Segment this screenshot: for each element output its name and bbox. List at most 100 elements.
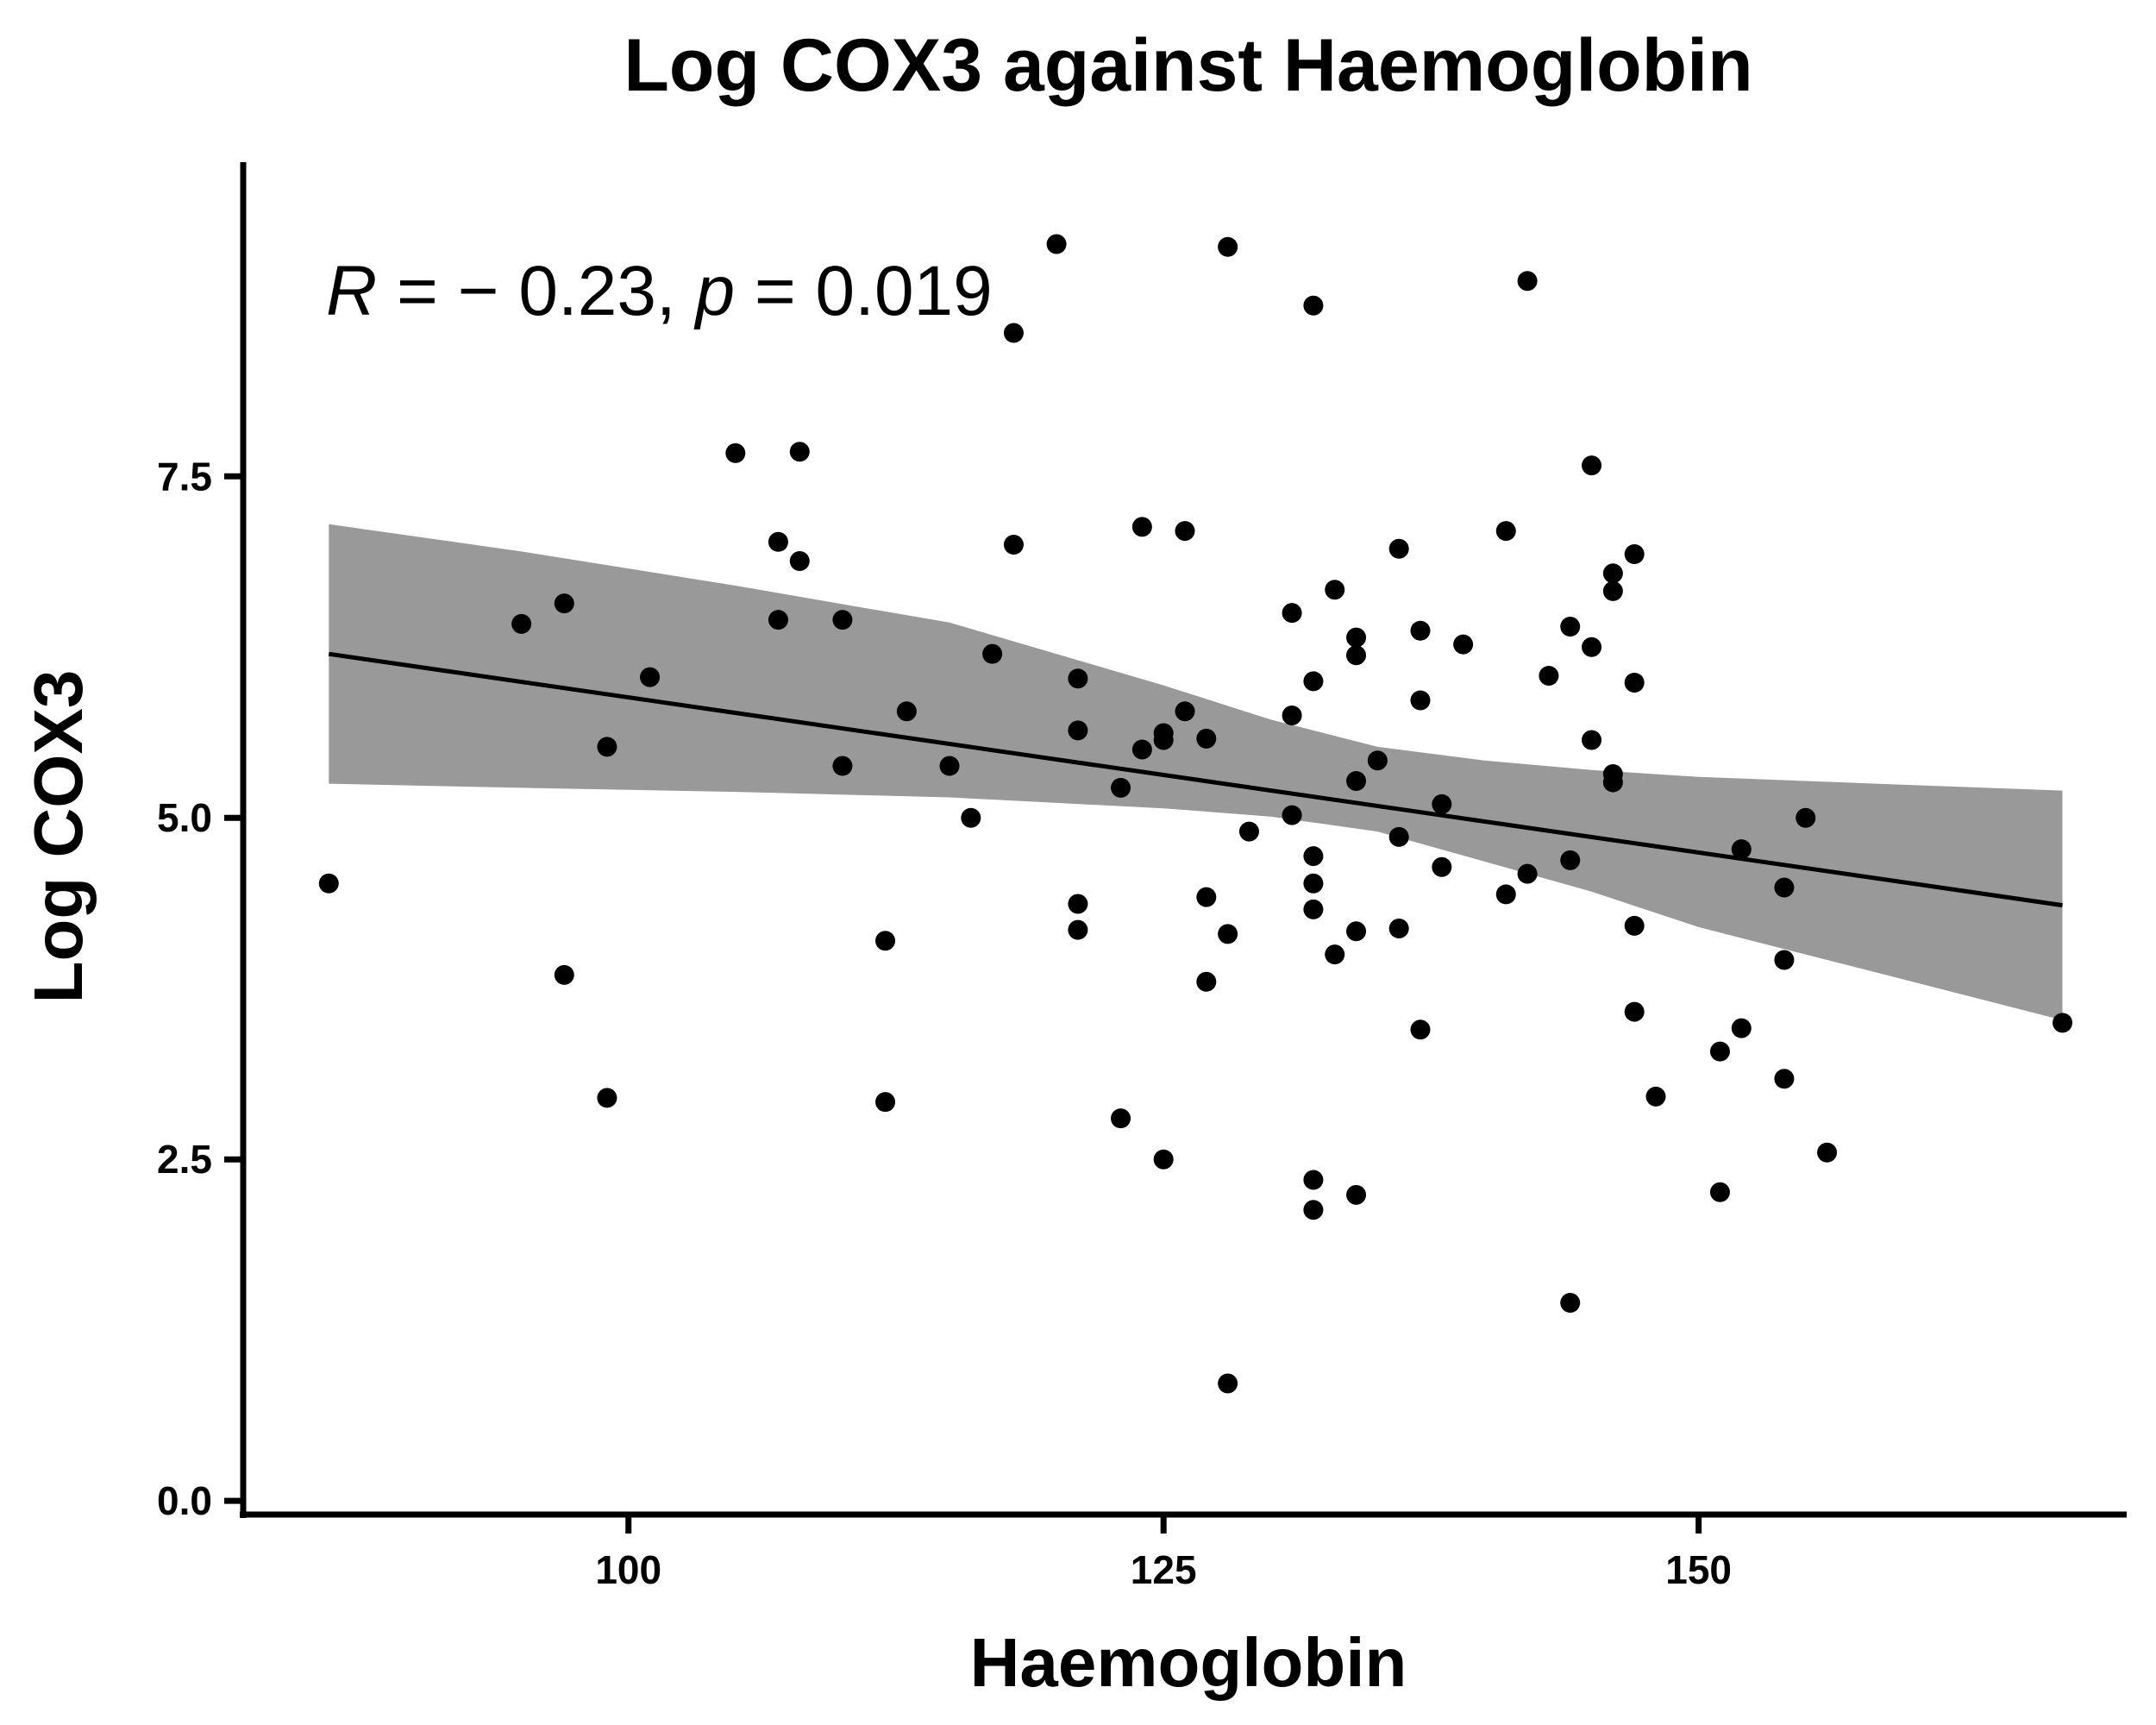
data-point bbox=[597, 737, 617, 757]
confidence-band bbox=[329, 524, 2063, 1020]
data-point bbox=[1817, 1142, 1838, 1163]
data-point bbox=[1068, 894, 1088, 914]
correlation-annotation: R = − 0.23, p = 0.019 bbox=[326, 252, 993, 330]
data-point bbox=[1068, 720, 1088, 741]
data-point bbox=[1388, 826, 1409, 847]
data-point bbox=[1153, 730, 1174, 750]
data-point bbox=[725, 442, 746, 463]
data-point bbox=[1410, 690, 1431, 711]
data-point bbox=[1517, 863, 1538, 884]
data-point bbox=[1303, 899, 1324, 919]
plot-area bbox=[318, 234, 2073, 1394]
data-point bbox=[1645, 1086, 1666, 1107]
data-point bbox=[1410, 1019, 1431, 1040]
data-point bbox=[1303, 873, 1324, 894]
data-point bbox=[1774, 1069, 1795, 1089]
data-point bbox=[1196, 728, 1217, 749]
data-point bbox=[1709, 1182, 1730, 1202]
x-axis-title: Haemoglobin bbox=[970, 1624, 1407, 1701]
data-point bbox=[1495, 884, 1516, 905]
p-symbol: p bbox=[693, 252, 736, 330]
data-point bbox=[1303, 295, 1324, 316]
data-point bbox=[1003, 534, 1024, 555]
data-point bbox=[1388, 919, 1409, 939]
data-point bbox=[1432, 794, 1452, 814]
data-point bbox=[1731, 839, 1752, 860]
data-point bbox=[1131, 739, 1152, 760]
data-point bbox=[1453, 634, 1474, 655]
data-point bbox=[1602, 580, 1623, 601]
data-points bbox=[318, 234, 2073, 1394]
data-point bbox=[1175, 521, 1195, 542]
data-point bbox=[1432, 856, 1452, 877]
data-point bbox=[1346, 645, 1367, 666]
data-point bbox=[554, 593, 574, 614]
data-point bbox=[1303, 1170, 1324, 1190]
data-point bbox=[832, 756, 853, 776]
data-point bbox=[832, 610, 853, 630]
x-tick-label: 125 bbox=[1131, 1547, 1197, 1592]
y-tick-label: 7.5 bbox=[157, 454, 212, 499]
data-point bbox=[1602, 772, 1623, 793]
data-point bbox=[1238, 821, 1259, 842]
data-point bbox=[318, 873, 339, 894]
y-tick-label: 5.0 bbox=[157, 795, 212, 840]
data-point bbox=[875, 1092, 896, 1113]
data-point bbox=[961, 807, 981, 828]
data-point bbox=[789, 442, 810, 462]
data-point bbox=[1560, 617, 1581, 637]
data-point bbox=[1282, 705, 1302, 725]
data-point bbox=[1539, 666, 1559, 687]
data-point bbox=[1582, 637, 1602, 657]
data-point bbox=[1410, 620, 1431, 641]
x-axis-ticks: 100 125 150 bbox=[595, 1515, 1732, 1592]
data-point bbox=[1131, 517, 1152, 537]
data-point bbox=[982, 643, 1003, 664]
data-point bbox=[1624, 544, 1645, 565]
data-point bbox=[1303, 846, 1324, 867]
data-point bbox=[1111, 777, 1131, 798]
data-point bbox=[1046, 234, 1067, 254]
p-value: = 0.019 bbox=[735, 252, 993, 330]
data-point bbox=[1560, 1293, 1581, 1314]
data-point bbox=[1602, 563, 1623, 584]
data-point bbox=[1346, 1184, 1367, 1205]
data-point bbox=[875, 931, 896, 951]
data-point bbox=[768, 610, 788, 630]
data-point bbox=[1495, 521, 1516, 542]
data-point bbox=[554, 964, 574, 985]
y-axis-title: Log COX3 bbox=[20, 670, 97, 1004]
data-point bbox=[768, 531, 788, 552]
r-symbol: R bbox=[326, 252, 377, 330]
data-point bbox=[1624, 1001, 1645, 1022]
data-point bbox=[1709, 1041, 1730, 1062]
data-point bbox=[1346, 770, 1367, 791]
data-point bbox=[1517, 271, 1538, 292]
data-point bbox=[1560, 850, 1581, 870]
data-point bbox=[1282, 805, 1302, 825]
data-point bbox=[1582, 455, 1602, 476]
regression-line bbox=[328, 651, 2063, 908]
data-point bbox=[1282, 603, 1302, 624]
data-point bbox=[2053, 1013, 2073, 1033]
y-tick-label: 0.0 bbox=[157, 1478, 212, 1523]
data-point bbox=[1774, 950, 1795, 970]
data-point bbox=[1388, 538, 1409, 559]
data-point bbox=[1624, 672, 1645, 693]
x-tick-label: 150 bbox=[1665, 1547, 1732, 1592]
data-point bbox=[1153, 1149, 1174, 1170]
data-point bbox=[1196, 887, 1217, 907]
data-point bbox=[1624, 915, 1645, 936]
data-point bbox=[1582, 730, 1602, 750]
data-point bbox=[1196, 971, 1217, 992]
data-point bbox=[1796, 807, 1816, 828]
data-point bbox=[896, 701, 917, 722]
data-point bbox=[1774, 877, 1795, 898]
data-point bbox=[1003, 323, 1024, 343]
data-point bbox=[939, 756, 960, 776]
data-point bbox=[1367, 750, 1388, 771]
r-value: = − 0.23, bbox=[377, 252, 695, 330]
data-point bbox=[1218, 1373, 1238, 1394]
data-point bbox=[1218, 924, 1238, 944]
